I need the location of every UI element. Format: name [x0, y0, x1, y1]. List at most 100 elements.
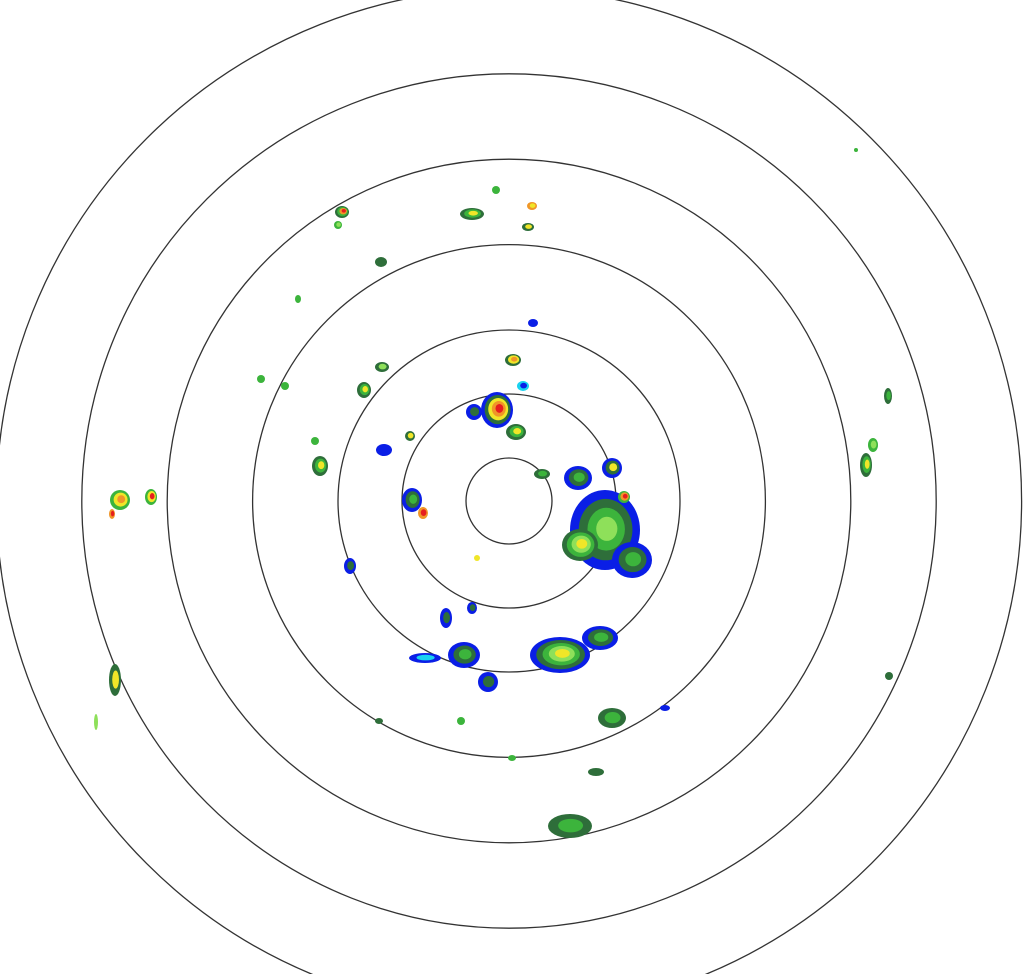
echo-intensity-green: [886, 391, 891, 401]
radar-echo: [257, 375, 265, 383]
radar-echo: [522, 223, 534, 231]
radar-echo: [409, 653, 441, 663]
echo-intensity-dark-green: [885, 672, 893, 680]
radar-echo: [564, 466, 592, 490]
echo-intensity-yellow: [362, 386, 368, 393]
radar-echo: [467, 602, 477, 614]
echo-intensity-light-green: [378, 363, 387, 370]
echo-intensity-yellow: [609, 463, 618, 472]
radar-echo: [440, 608, 452, 628]
radar-echo: [402, 488, 422, 512]
radar-echo: [562, 529, 598, 561]
echo-intensity-yellow: [318, 461, 325, 470]
echo-intensity-dark-green: [469, 604, 476, 611]
echo-intensity-orange: [511, 356, 518, 362]
radar-echo: [602, 458, 622, 478]
echo-intensity-red: [341, 208, 346, 213]
echo-intensity-light-green: [596, 516, 618, 541]
echo-intensity-green: [573, 472, 585, 482]
echo-intensity-yellow: [474, 555, 480, 561]
radar-echo: [405, 431, 415, 441]
radar-echo: [281, 382, 289, 390]
radar-echo: [528, 319, 538, 327]
range-ring: [166, 158, 852, 844]
radar-echo: [376, 444, 392, 456]
echo-intensity-green: [508, 755, 516, 761]
echo-intensity-light-green: [94, 714, 98, 730]
echo-intensity-green: [594, 632, 609, 642]
echo-intensity-orange: [117, 495, 126, 504]
radar-echo: [357, 382, 371, 398]
echo-intensity-yellow: [513, 428, 522, 435]
echo-intensity-dark-green: [347, 561, 354, 571]
echo-intensity-light-green: [336, 222, 341, 227]
echo-intensity-yellow: [525, 224, 532, 229]
radar-echo: [598, 708, 626, 728]
echo-intensity-green: [257, 375, 265, 383]
echo-intensity-green: [295, 295, 301, 303]
radar-echo: [312, 456, 328, 476]
range-ring: [81, 73, 937, 929]
echo-intensity-red: [622, 493, 628, 499]
echo-intensity-weak-blue: [528, 319, 538, 327]
echo-intensity-weak-blue: [376, 444, 392, 456]
echo-intensity-dark-green: [375, 257, 387, 267]
echo-intensity-yellow: [468, 210, 478, 216]
echo-intensity-weak-blue: [520, 382, 527, 389]
echo-intensity-green: [558, 818, 584, 833]
radar-echo: [588, 768, 604, 776]
echo-intensity-yellow: [555, 648, 570, 658]
radar-echo: [884, 388, 892, 404]
radar-echo: [334, 221, 342, 229]
radar-echo: [344, 558, 356, 574]
echo-intensity-yellow: [864, 459, 870, 469]
echo-intensity-red: [495, 403, 504, 413]
radar-echo: [860, 453, 872, 477]
echo-intensity-dark-green: [443, 611, 450, 624]
radar-echo: [517, 381, 529, 391]
radar-echo: [885, 672, 893, 680]
echo-intensity-red: [149, 493, 155, 500]
echo-intensity-green: [311, 437, 319, 445]
radar-echo: [492, 186, 500, 194]
echo-intensity-green: [281, 382, 289, 390]
radar-echo: [481, 392, 513, 428]
radar-echo: [466, 404, 482, 420]
echo-intensity-red: [110, 510, 115, 517]
radar-echo: [506, 424, 526, 440]
range-ring: [465, 457, 553, 545]
radar-echo: [145, 489, 157, 505]
echo-intensity-weak-blue: [660, 705, 670, 711]
radar-echo: [548, 814, 592, 838]
echo-intensity-red: [420, 509, 427, 516]
echo-intensity-light-green: [870, 440, 877, 449]
range-ring: [337, 329, 681, 673]
radar-echo: [311, 437, 319, 445]
echo-intensity-green: [604, 711, 621, 724]
echo-intensity-dark-green: [470, 407, 480, 417]
radar-echo: [110, 490, 130, 510]
radar-echo: [868, 438, 878, 452]
radar-echo: [94, 714, 98, 730]
echo-intensity-green: [854, 148, 858, 152]
echo-intensity-yellow: [407, 432, 414, 439]
radar-echo: [612, 542, 652, 578]
radar-echo: [109, 509, 115, 519]
radar-echo: [335, 206, 349, 218]
echo-intensity-dark-green: [482, 675, 495, 688]
radar-echo: [375, 362, 389, 372]
radar-echo: [460, 208, 484, 220]
radar-echo: [508, 755, 516, 761]
radar-echo: [474, 555, 480, 561]
echo-intensity-yellow: [576, 538, 588, 549]
echo-intensity-yellow: [112, 670, 119, 689]
radar-echo: [505, 354, 521, 366]
radar-echo: [375, 718, 383, 724]
radar-echo: [448, 642, 480, 668]
radar-echo: [854, 148, 858, 152]
radar-echo: [530, 637, 590, 673]
echo-intensity-green: [492, 186, 500, 194]
